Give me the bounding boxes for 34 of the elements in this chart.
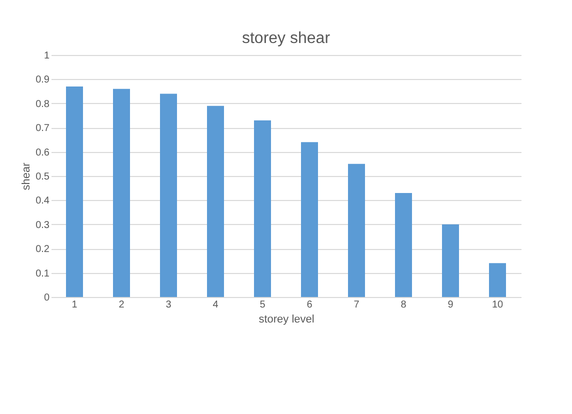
y-tick-label: 0.4 <box>36 196 50 207</box>
bar <box>160 94 177 297</box>
bar <box>66 86 83 297</box>
x-axis-title: storey level <box>258 314 314 326</box>
y-tick-label: 0.2 <box>36 244 50 256</box>
y-tick-label: 0.6 <box>36 147 50 158</box>
x-tick-label: 8 <box>400 300 407 310</box>
x-tick-label: 5 <box>260 300 266 310</box>
chart-title: storey shear <box>242 30 331 47</box>
bar <box>254 120 271 297</box>
bar <box>348 164 365 297</box>
x-tick-label: 2 <box>118 300 125 310</box>
y-tick-label: 0.9 <box>36 74 50 86</box>
y-axis-title: shear <box>20 162 33 190</box>
y-tick-label: 0.1 <box>36 268 50 280</box>
y-tick-label: 0.5 <box>36 172 50 182</box>
bar <box>442 224 459 297</box>
x-tick-label: 10 <box>492 300 504 310</box>
y-tick-label: 0.3 <box>36 220 50 231</box>
bar <box>489 263 506 297</box>
x-tick-label: 4 <box>212 300 219 310</box>
x-tick-label: 9 <box>448 300 454 310</box>
y-tick-label: 0.7 <box>36 123 50 134</box>
bar <box>395 192 412 297</box>
x-tick-label: 6 <box>306 300 313 310</box>
y-tick-label: 1 <box>44 50 50 62</box>
y-tick-label: 0 <box>44 292 50 304</box>
x-tick-label: 3 <box>166 300 172 310</box>
x-tick-label: 7 <box>354 300 360 310</box>
x-tick-label: 1 <box>72 300 78 310</box>
bar <box>207 106 224 297</box>
y-tick-label: 0.8 <box>36 98 50 110</box>
bar <box>301 142 318 297</box>
bar <box>113 88 130 297</box>
